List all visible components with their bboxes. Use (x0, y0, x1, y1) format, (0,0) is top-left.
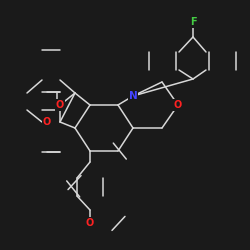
Text: F: F (190, 17, 196, 27)
Text: O: O (86, 218, 94, 228)
Text: O: O (43, 117, 51, 127)
Text: O: O (174, 100, 182, 110)
Text: N: N (128, 91, 138, 101)
Text: O: O (56, 100, 64, 110)
